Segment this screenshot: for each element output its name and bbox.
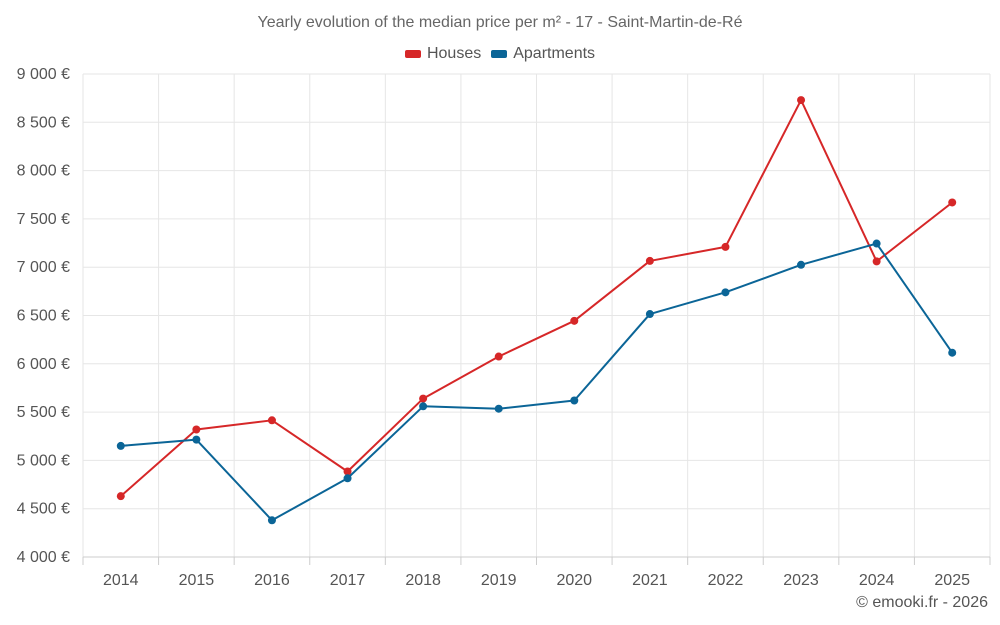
- data-point-houses: [192, 425, 201, 434]
- y-tick-label: 8 500 €: [17, 114, 70, 131]
- y-tick-label: 8 000 €: [17, 163, 70, 180]
- data-point-houses: [948, 198, 957, 207]
- legend-item-apartments[interactable]: Apartments: [491, 45, 595, 63]
- data-point-apartments: [419, 402, 428, 411]
- data-point-apartments: [343, 474, 352, 483]
- data-point-apartments: [872, 239, 881, 248]
- data-point-apartments: [797, 260, 806, 269]
- x-tick-label: 2016: [254, 572, 290, 589]
- data-point-houses: [267, 416, 276, 425]
- x-tick-label: 2023: [783, 572, 819, 589]
- legend-swatch-apartments: [491, 50, 508, 58]
- chart-legend: Houses Apartments: [0, 45, 1000, 63]
- y-tick-label: 6 000 €: [17, 356, 70, 373]
- data-point-apartments: [645, 310, 654, 319]
- data-point-houses: [645, 256, 654, 265]
- data-point-apartments: [721, 288, 730, 297]
- legend-item-houses[interactable]: Houses: [404, 45, 482, 63]
- data-point-houses: [721, 242, 730, 251]
- legend-label-apartments: Apartments: [513, 45, 596, 62]
- chart-title: Yearly evolution of the median price per…: [257, 14, 743, 31]
- x-tick-label: 2022: [708, 572, 744, 589]
- x-tick-label: 2025: [934, 572, 970, 589]
- y-tick-label: 7 000 €: [17, 259, 70, 276]
- data-point-apartments: [116, 441, 125, 450]
- data-point-apartments: [570, 396, 579, 405]
- y-tick-label: 4 500 €: [17, 501, 70, 518]
- x-tick-label: 2021: [632, 572, 668, 589]
- series-line-apartments: [120, 242, 954, 522]
- data-point-apartments: [267, 516, 276, 525]
- y-tick-label: 9 000 €: [17, 66, 70, 83]
- data-point-houses: [797, 96, 806, 105]
- legend-label-houses: Houses: [426, 45, 482, 62]
- data-point-apartments: [948, 348, 957, 357]
- x-tick-label: 2018: [405, 572, 441, 589]
- y-tick-label: 4 000 €: [17, 549, 70, 566]
- y-tick-label: 5 000 €: [17, 452, 70, 469]
- data-point-houses: [494, 352, 503, 361]
- data-point-houses: [343, 467, 352, 476]
- data-point-houses: [116, 492, 125, 501]
- y-tick-label: 7 500 €: [17, 211, 70, 228]
- data-point-apartments: [494, 404, 503, 413]
- x-tick-label: 2024: [859, 572, 895, 589]
- x-tick-label: 2019: [481, 572, 517, 589]
- legend-swatch-houses: [404, 50, 421, 58]
- x-tick-label: 2017: [330, 572, 366, 589]
- data-point-apartments: [192, 435, 201, 444]
- y-tick-label: 6 500 €: [17, 308, 70, 325]
- y-tick-label: 5 500 €: [17, 404, 70, 421]
- data-point-houses: [419, 394, 428, 403]
- x-tick-label: 2014: [103, 572, 139, 589]
- x-tick-label: 2020: [556, 572, 592, 589]
- data-point-houses: [872, 257, 881, 266]
- series-line-houses: [120, 99, 953, 497]
- x-tick-label: 2015: [179, 572, 215, 589]
- copyright-credit: © emooki.fr - 2026: [856, 594, 988, 611]
- data-point-houses: [570, 316, 579, 325]
